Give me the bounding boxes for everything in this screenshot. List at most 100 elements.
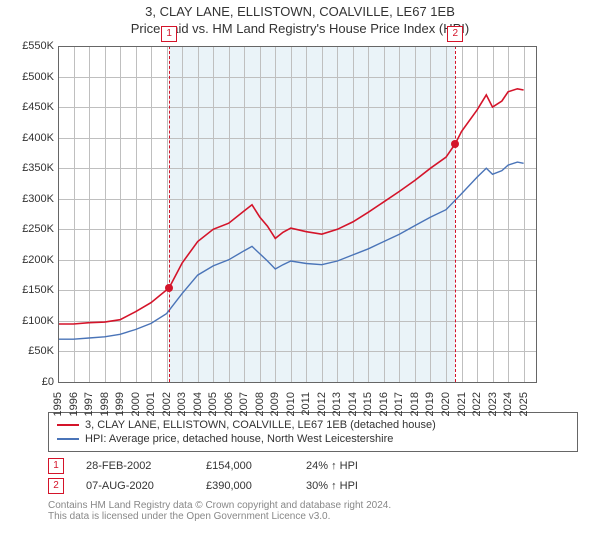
x-axis-label: 2000 — [130, 392, 142, 416]
y-axis-label: £400K — [22, 132, 54, 144]
event-number-box: 2 — [447, 26, 463, 42]
footer-line-1: Contains HM Land Registry data © Crown c… — [48, 500, 578, 511]
gridline-v — [213, 46, 214, 382]
title-line-1: 3, CLAY LANE, ELLISTOWN, COALVILLE, LE67… — [0, 4, 600, 19]
gridline-v — [260, 46, 261, 382]
gridline-h — [58, 199, 536, 200]
event-price: £154,000 — [206, 460, 306, 472]
y-axis-label: £0 — [42, 376, 54, 388]
gridline-v — [151, 46, 152, 382]
gridline-v — [136, 46, 137, 382]
title-block: 3, CLAY LANE, ELLISTOWN, COALVILLE, LE67… — [0, 0, 600, 36]
event-delta: 30% ↑ HPI — [306, 480, 358, 492]
gridline-v — [74, 46, 75, 382]
gridline-h — [58, 321, 536, 322]
event-dashed-line — [169, 46, 170, 382]
y-axis-label: £350K — [22, 162, 54, 174]
x-axis-label: 2025 — [518, 392, 530, 416]
x-axis-label: 1995 — [52, 392, 64, 416]
gridline-v — [399, 46, 400, 382]
event-number-box: 1 — [161, 26, 177, 42]
gridline-h — [58, 168, 536, 169]
gridline-v — [477, 46, 478, 382]
legend-label: 3, CLAY LANE, ELLISTOWN, COALVILLE, LE67… — [85, 419, 436, 431]
title-line-2: Price paid vs. HM Land Registry's House … — [0, 21, 600, 36]
y-axis-label: £50K — [28, 345, 54, 357]
gridline-v — [368, 46, 369, 382]
y-axis-label: £150K — [22, 284, 54, 296]
y-axis-label: £550K — [22, 40, 54, 52]
gridline-v — [58, 46, 59, 382]
x-axis-label: 1998 — [99, 392, 111, 416]
gridline-v — [198, 46, 199, 382]
x-axis-label: 2003 — [176, 392, 188, 416]
gridline-v — [120, 46, 121, 382]
gridline-h — [58, 138, 536, 139]
x-axis-label: 2023 — [487, 392, 499, 416]
x-axis-label: 2008 — [254, 392, 266, 416]
legend-label: HPI: Average price, detached house, Nort… — [85, 433, 393, 445]
legend-swatch — [57, 424, 79, 426]
y-axis-label: £300K — [22, 193, 54, 205]
gridline-h — [58, 46, 536, 47]
legend-row: HPI: Average price, detached house, Nort… — [57, 433, 569, 445]
gridline-v — [384, 46, 385, 382]
gridline-v — [353, 46, 354, 382]
event-dashed-line — [455, 46, 456, 382]
event-table-row: 2 07-AUG-2020£390,00030% ↑ HPI — [48, 478, 578, 494]
x-axis-label: 2024 — [502, 392, 514, 416]
x-axis-label: 2017 — [393, 392, 405, 416]
gridline-v — [229, 46, 230, 382]
gridline-v — [291, 46, 292, 382]
gridline-v — [524, 46, 525, 382]
legend-swatch — [57, 438, 79, 440]
gridline-v — [430, 46, 431, 382]
event-table-row: 1 28-FEB-2002£154,00024% ↑ HPI — [48, 458, 578, 474]
plot-area: £0£50K£100K£150K£200K£250K£300K£350K£400… — [58, 46, 536, 382]
gridline-h — [58, 77, 536, 78]
x-axis-label: 2005 — [207, 392, 219, 416]
gridline-h — [58, 351, 536, 352]
y-axis-label: £200K — [22, 254, 54, 266]
event-marker — [165, 284, 173, 292]
x-axis-label: 2014 — [347, 392, 359, 416]
gridline-h — [58, 260, 536, 261]
x-axis-label: 1996 — [68, 392, 80, 416]
x-axis-label: 2015 — [362, 392, 374, 416]
gridline-v — [244, 46, 245, 382]
x-axis-label: 2006 — [223, 392, 235, 416]
event-delta: 24% ↑ HPI — [306, 460, 358, 472]
x-axis-label: 2007 — [238, 392, 250, 416]
x-axis-label: 1997 — [83, 392, 95, 416]
gridline-h — [58, 107, 536, 108]
event-marker — [451, 140, 459, 148]
x-axis-label: 2009 — [269, 392, 281, 416]
legend: 3, CLAY LANE, ELLISTOWN, COALVILLE, LE67… — [48, 412, 578, 452]
gridline-v — [462, 46, 463, 382]
event-number-box: 1 — [48, 458, 64, 474]
gridline-v — [167, 46, 168, 382]
event-date: 07-AUG-2020 — [86, 480, 206, 492]
gridline-v — [508, 46, 509, 382]
gridline-v — [182, 46, 183, 382]
gridline-v — [446, 46, 447, 382]
y-axis-label: £250K — [22, 223, 54, 235]
gridline-v — [306, 46, 307, 382]
gridline-v — [275, 46, 276, 382]
x-axis-label: 2002 — [161, 392, 173, 416]
x-axis-label: 2018 — [409, 392, 421, 416]
x-axis-label: 2020 — [440, 392, 452, 416]
event-price: £390,000 — [206, 480, 306, 492]
x-axis-label: 2004 — [192, 392, 204, 416]
event-number-box: 2 — [48, 478, 64, 494]
chart-area: £0£50K£100K£150K£200K£250K£300K£350K£400… — [10, 42, 540, 382]
chart-container: 3, CLAY LANE, ELLISTOWN, COALVILLE, LE67… — [0, 0, 600, 522]
gridline-v — [322, 46, 323, 382]
gridline-v — [89, 46, 90, 382]
y-axis-label: £500K — [22, 71, 54, 83]
x-axis-label: 2012 — [316, 392, 328, 416]
event-date: 28-FEB-2002 — [86, 460, 206, 472]
x-axis-label: 2010 — [285, 392, 297, 416]
gridline-v — [493, 46, 494, 382]
x-axis-label: 2022 — [471, 392, 483, 416]
